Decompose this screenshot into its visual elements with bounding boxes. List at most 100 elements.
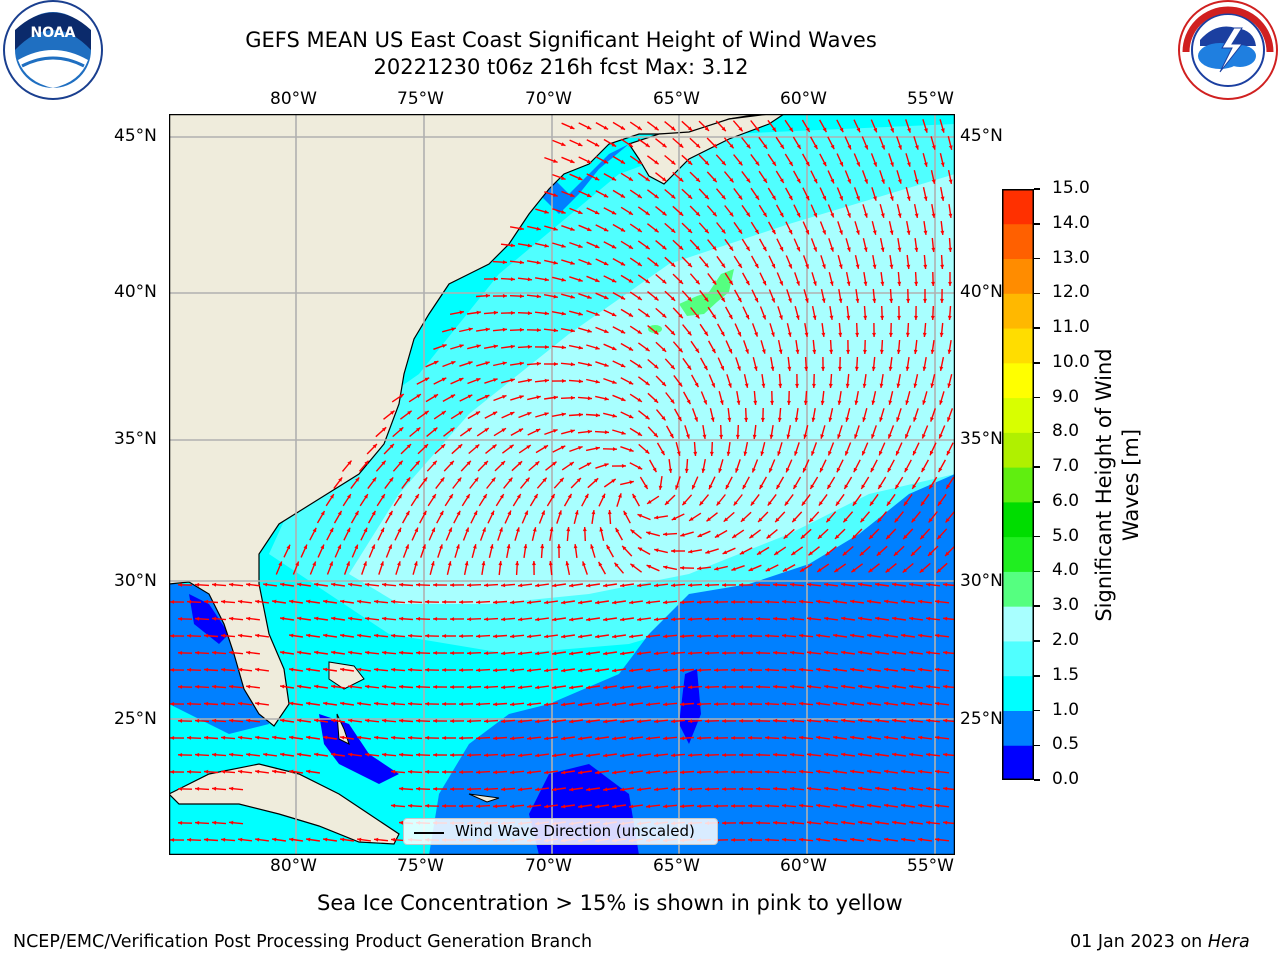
wind-wave-arrowhead	[892, 820, 897, 825]
wind-wave-arrowhead	[671, 549, 676, 553]
wind-wave-arrowhead	[484, 651, 489, 656]
wind-wave-arrowhead	[221, 667, 226, 672]
lat-label-right-25n: 25°N	[960, 709, 1003, 729]
wind-wave-arrowhead	[884, 633, 889, 638]
wind-wave-arrowhead	[536, 328, 541, 332]
wind-wave-arrowhead	[858, 684, 863, 689]
wind-wave-arrowhead	[901, 803, 906, 808]
wind-wave-arrowhead	[735, 434, 740, 439]
wind-wave-arrowhead	[535, 429, 541, 433]
wind-wave-arrowhead	[906, 196, 911, 201]
wind-wave-arrowhead	[795, 349, 800, 354]
wind-wave-arrowhead	[416, 718, 421, 723]
wind-wave-arrowhead	[458, 378, 464, 382]
wind-wave-arrowhead	[803, 434, 808, 439]
wind-wave-arrowhead	[765, 701, 770, 706]
wind-wave-arrowhead	[858, 582, 863, 587]
wind-wave-arrowhead	[671, 651, 676, 656]
wind-wave-arrowhead	[777, 451, 781, 456]
wind-wave-arrowhead	[765, 735, 770, 740]
wind-wave-arrowhead	[744, 383, 749, 388]
wind-wave-arrowhead	[466, 460, 471, 466]
wind-wave-arrowhead	[680, 532, 685, 537]
wind-wave-arrowhead	[703, 365, 708, 371]
wind-wave-arrowhead	[662, 279, 667, 284]
wind-wave-arrowhead	[752, 434, 757, 439]
wind-wave-arrowhead	[329, 561, 333, 566]
wind-wave-arrowhead	[407, 410, 412, 415]
wind-wave-arrowhead	[940, 128, 945, 133]
wind-wave-arrowhead	[604, 363, 609, 367]
wind-wave-arrowhead	[535, 583, 540, 588]
lon-label-bottom-70w: 70°W	[525, 856, 572, 876]
wind-wave-arrowhead	[476, 668, 481, 673]
wind-wave-arrowhead	[714, 668, 719, 672]
wind-wave-arrowhead	[415, 460, 420, 466]
wind-wave-arrowhead	[553, 328, 558, 333]
wind-wave-arrowhead	[586, 583, 591, 588]
wind-wave-arrowhead	[399, 752, 404, 757]
wind-wave-arrowhead	[552, 651, 557, 656]
wind-wave-arrowhead	[518, 651, 523, 656]
wind-wave-arrowhead	[535, 787, 540, 792]
wind-wave-arrowhead	[875, 650, 880, 655]
wind-wave-arrowhead	[286, 544, 290, 550]
wind-wave-arrowhead	[303, 544, 307, 550]
wind-wave-arrowhead	[331, 650, 336, 655]
wind-wave-arrowhead	[553, 294, 558, 299]
wind-wave-arrowhead	[812, 315, 817, 320]
wind-wave-arrowhead	[399, 820, 404, 825]
wind-wave-arrowhead	[909, 650, 914, 655]
wind-wave-arrowhead	[779, 178, 784, 183]
wind-wave-arrowhead	[913, 349, 918, 354]
wind-wave-arrowhead	[518, 583, 523, 588]
wind-wave-arrowhead	[897, 281, 902, 286]
wind-wave-arrowhead	[914, 281, 919, 286]
lon-label-bottom-65w: 65°W	[653, 856, 700, 876]
wind-wave-arrowhead	[731, 702, 736, 706]
wind-wave-arrowhead	[594, 142, 600, 147]
wind-wave-arrowhead	[850, 803, 855, 808]
wind-wave-arrowhead	[365, 718, 370, 723]
wind-wave-arrowhead	[629, 448, 634, 452]
wind-wave-arrowhead	[745, 349, 749, 354]
wind-wave-arrowhead	[519, 327, 524, 332]
wind-wave-arrowhead	[475, 444, 480, 449]
wind-wave-arrowhead	[839, 230, 843, 235]
wind-wave-arrowhead	[799, 599, 804, 604]
wind-wave-arrowhead	[948, 179, 953, 184]
wind-wave-arrowhead	[928, 551, 933, 556]
wind-wave-arrowhead	[662, 211, 667, 216]
wind-wave-arrowhead	[939, 400, 943, 405]
wind-wave-arrowhead	[586, 753, 591, 758]
chart-title-line-1: GEFS MEAN US East Coast Significant Heig…	[245, 28, 877, 52]
wind-wave-arrowhead	[364, 494, 368, 499]
wind-wave-arrowhead	[416, 684, 421, 689]
wind-wave-arrowhead	[595, 413, 600, 418]
wind-wave-arrowhead	[363, 527, 368, 533]
wind-wave-arrowhead	[811, 451, 815, 456]
wind-wave-arrowhead	[603, 753, 608, 758]
wind-wave-arrowhead	[847, 179, 851, 184]
wind-wave-arrowhead	[873, 127, 877, 133]
wind-wave-arrowhead	[928, 518, 933, 523]
wind-wave-arrowhead	[459, 310, 464, 315]
wind-wave-arrowhead	[813, 178, 818, 184]
wind-wave-arrowhead	[663, 532, 668, 537]
ocean-field-0.5-1m	[429, 474, 955, 855]
wind-wave-arrowhead	[561, 379, 566, 383]
colorbar-tick-mark	[1034, 327, 1040, 329]
colorbar-tick-label: 13.0	[1052, 247, 1090, 268]
wind-wave-arrowhead	[678, 382, 683, 387]
wind-wave-arrowhead	[646, 531, 651, 536]
wind-wave-arrowhead	[594, 210, 600, 214]
wind-wave-arrowhead	[510, 668, 515, 673]
colorbar-tick-mark	[1034, 709, 1040, 712]
wind-wave-arrowhead	[484, 395, 490, 399]
wind-wave-arrowhead	[467, 427, 472, 432]
wind-wave-arrowhead	[733, 501, 738, 506]
colorbar-segment	[1002, 328, 1034, 364]
wind-wave-arrowhead	[516, 494, 521, 499]
wind-wave-arrowhead	[750, 501, 755, 506]
wind-wave-arrowhead	[943, 650, 948, 655]
